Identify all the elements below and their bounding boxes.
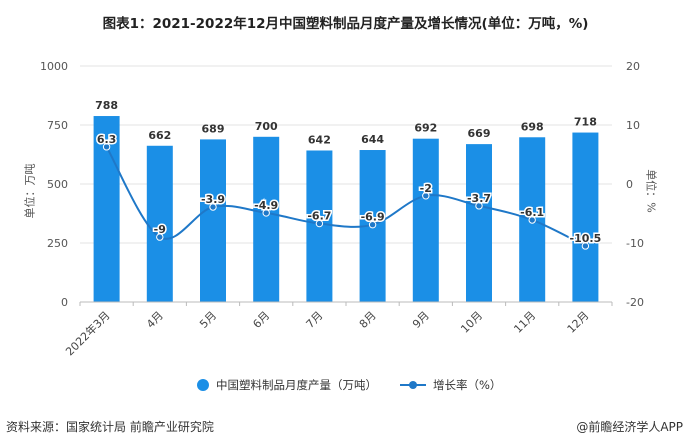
y-right-tick-label: 0 [626, 178, 633, 191]
x-tick-label: 7月 [304, 309, 326, 331]
bar-value-label: 669 [468, 127, 491, 140]
axes: 0 250 500 750 1000 -20 -10 0 10 20 2022年3月 4月 5月 6月 7月… [40, 60, 644, 358]
chart-title: 图表1：2021-2022年12月中国塑料制品月度产量及增长情况(单位：万吨，%… [102, 16, 589, 32]
growth-rate-point [209, 203, 217, 211]
growth-rate-point [262, 209, 270, 217]
y-left-tick-label: 1000 [40, 60, 68, 73]
growth-rate-label: -3.9 [201, 193, 225, 206]
growth-rate-label: -4.9 [254, 199, 278, 212]
growth-rate-label: -3.7 [467, 192, 491, 205]
y-axis-right-title: 单位：% [644, 169, 658, 213]
growth-rate-line [105, 146, 586, 247]
bar [572, 132, 599, 302]
legend-label-growth: 增长率（%） [433, 378, 502, 392]
bar-value-label: 662 [148, 129, 171, 142]
brand-credit: @前瞻经济学人APP [576, 420, 683, 434]
legend-item-production: 中国塑料制品月度产量（万吨） [197, 377, 377, 393]
growth-rate-point [581, 242, 590, 250]
growth-rate-label: -9 [154, 223, 166, 236]
bar [466, 144, 492, 302]
growth-rate-point [156, 233, 164, 241]
y-axis-left-title: 单位：万吨 [23, 163, 37, 219]
bar-value-label: 698 [521, 120, 544, 133]
legend-line-marker [400, 379, 426, 391]
growth-rate-point [528, 216, 536, 224]
bar [200, 139, 226, 302]
y-right-tick-label: -10 [626, 237, 644, 250]
bar-value-label: 644 [361, 133, 384, 146]
growth-rate-point [368, 221, 377, 229]
bar-value-label: 718 [574, 116, 597, 129]
y-left-tick-label: 500 [47, 178, 68, 191]
x-tick-label: 5月 [197, 309, 219, 331]
growth-rate-point [315, 219, 324, 228]
growth-rate-label: -6.1 [520, 206, 544, 219]
x-tick-label: 8月 [357, 309, 379, 331]
y-left-tick-label: 250 [47, 237, 68, 250]
bar-value-label: 642 [308, 133, 331, 146]
bar-series [93, 116, 599, 302]
bar-value-label: 692 [414, 122, 437, 135]
x-tick-label: 4月 [144, 309, 166, 331]
growth-rate-point [422, 192, 430, 200]
bar-value-label: 788 [95, 99, 118, 112]
x-tick-label: 9月 [410, 309, 432, 331]
growth-rate-point [102, 143, 111, 151]
x-tick-label: 2022年3月 [63, 308, 113, 358]
legend-item-growth: 增长率（%） [400, 377, 501, 393]
x-tick-label: 10月 [458, 309, 485, 336]
legend-label-production: 中国塑料制品月度产量（万吨） [216, 378, 377, 392]
x-tick-label: 12月 [565, 309, 592, 336]
x-tick-label: 6月 [250, 309, 272, 331]
y-right-tick-label: 20 [626, 60, 640, 73]
bar-value-label: 689 [202, 122, 225, 135]
bar-value-label: 700 [255, 120, 278, 133]
bar [412, 138, 439, 302]
y-left-tick-label: 0 [61, 296, 68, 309]
y-right-tick-label: 10 [626, 119, 640, 132]
y-left-tick-label: 750 [47, 119, 68, 132]
growth-rate-label: -10.5 [570, 232, 602, 245]
y-right-tick-label: -20 [626, 296, 644, 309]
growth-rate-label: -2 [420, 182, 432, 195]
growth-rate-point [475, 202, 483, 210]
growth-rate-label: 6.3 [97, 133, 117, 146]
legend-bar-marker [197, 379, 209, 391]
bar [253, 136, 280, 302]
line-series [102, 143, 590, 250]
growth-rate-label: -6.9 [361, 211, 385, 224]
data-labels: 788 662 689 700 642 644 692 669 698 718 6.3 -9 -3.9 -… [95, 99, 603, 246]
bar [146, 145, 173, 302]
source-note: 资料来源：国家统计局 前瞻产业研究院 [6, 420, 214, 434]
x-tick-label: 11月 [511, 309, 538, 336]
growth-rate-label: -6.7 [307, 210, 331, 223]
